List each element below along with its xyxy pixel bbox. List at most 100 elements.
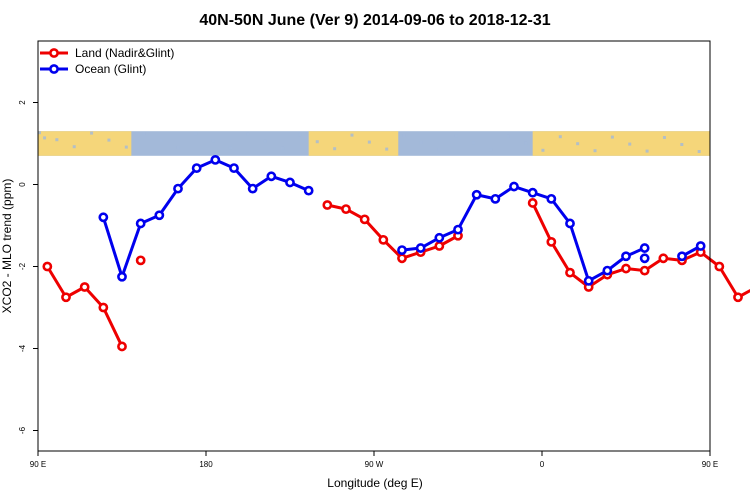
data-point-ocean-glint (154, 210, 165, 221)
chart-title: 40N-50N June (Ver 9) 2014-09-06 to 2018-… (199, 12, 550, 29)
data-point-land-nadir-glint (341, 204, 351, 214)
data-point-land-nadir-glint (117, 341, 127, 352)
series-line-ocean-glint (101, 158, 310, 279)
map-detail (246, 132, 250, 136)
data-point-ocean-glint (117, 271, 127, 282)
map-detail (176, 146, 180, 149)
data-point-land-nadir-glint (322, 200, 333, 210)
data-point-ocean-glint (695, 241, 706, 251)
map-detail (385, 147, 389, 151)
data-point-ocean-glint (490, 193, 501, 204)
map-detail (194, 132, 198, 136)
data-point-ocean-glint (285, 177, 295, 188)
map-detail (454, 134, 458, 138)
map-detail (506, 134, 510, 138)
y-tick-label: 2 (18, 100, 27, 105)
map-detail (697, 150, 701, 153)
world-map-strip (38, 131, 710, 156)
data-point-land-nadir-glint (621, 263, 631, 274)
data-point-land-nadir-glint (527, 198, 538, 208)
x-tick-label: 0 (540, 460, 545, 469)
map-detail (263, 139, 267, 143)
map-detail (628, 142, 632, 146)
legend-label-land-nadir-glint: Land (Nadir&Glint) (75, 46, 174, 60)
data-point-land-nadir-glint (359, 214, 370, 225)
map-detail (159, 139, 163, 142)
data-point-ocean-glint (173, 183, 183, 194)
data-point-ocean-glint (583, 275, 594, 286)
map-detail (281, 146, 285, 150)
map-detail (576, 142, 580, 146)
map-detail (402, 134, 406, 137)
y-tick-label: 0 (18, 182, 27, 187)
map-detail (472, 141, 475, 145)
data-point-ocean-glint (602, 265, 613, 276)
data-point-ocean-glint (98, 212, 109, 223)
data-point-land-nadir-glint (135, 255, 146, 266)
data-point-land-nadir-glint (639, 265, 650, 276)
data-point-ocean-glint (527, 187, 538, 198)
map-detail (489, 148, 493, 152)
data-point-ocean-glint (266, 171, 277, 182)
map-detail (680, 143, 684, 146)
map-detail (333, 147, 337, 151)
data-point-land-nadir-glint (733, 292, 743, 303)
data-point-ocean-glint (303, 185, 314, 196)
x-tick-label: 180 (199, 460, 213, 469)
map-detail (124, 145, 128, 149)
data-point-ocean-glint (677, 251, 687, 262)
map-detail (315, 140, 319, 144)
map-detail (350, 133, 354, 137)
data-point-ocean-glint (509, 181, 519, 192)
map-detail (558, 135, 562, 139)
map-detail (662, 136, 666, 139)
data-point-ocean-glint (621, 251, 631, 262)
map-detail (228, 146, 232, 150)
map-detail (541, 148, 545, 152)
series-line-land-nadir-glint (531, 202, 750, 299)
y-axis-label: XCO2 - MLO trend (ppm) (0, 179, 14, 314)
data-point-land-nadir-glint (714, 261, 725, 272)
x-tick-label: 90 E (30, 460, 46, 469)
data-point-ocean-glint (471, 189, 482, 200)
data-point-land-nadir-glint (79, 282, 90, 292)
x-axis-label: Longitude (deg E) (327, 476, 422, 490)
data-point-land-nadir-glint (397, 253, 407, 264)
data-point-ocean-glint (415, 243, 426, 253)
data-point-ocean-glint (639, 243, 650, 253)
series-line-land-nadir-glint (46, 265, 124, 348)
map-land (532, 131, 710, 156)
map-detail (107, 138, 111, 142)
map-detail (38, 131, 41, 135)
map-detail (367, 140, 371, 144)
x-axis: 90 E 180 90 W 0 90 E (30, 451, 718, 469)
data-point-land-nadir-glint (378, 234, 389, 245)
map-detail (645, 149, 649, 153)
map-land (38, 131, 132, 156)
y-tick-label: -6 (18, 426, 27, 434)
map-detail (55, 138, 59, 142)
data-point-ocean-glint (453, 224, 463, 235)
map-detail (419, 141, 423, 144)
map-detail (610, 135, 614, 139)
data-point-ocean-glint (546, 193, 557, 204)
map-detail (90, 131, 94, 135)
map-detail (72, 145, 76, 149)
legend-marker-ocean-glint (49, 64, 59, 74)
map-detail (437, 148, 441, 151)
data-point-ocean-glint (639, 253, 650, 264)
x-tick-label: 90 E (702, 460, 718, 469)
data-point-land-nadir-glint (98, 302, 109, 313)
data-point-land-nadir-glint (42, 261, 53, 272)
y-tick-label: -2 (18, 262, 27, 270)
y-tick-label: -4 (18, 344, 27, 352)
data-point-ocean-glint (210, 154, 221, 165)
data-point-ocean-glint (434, 232, 445, 243)
y-axis: 2 0 -2 -4 -6 (18, 100, 38, 434)
map-detail (211, 139, 215, 143)
data-point-ocean-glint (191, 163, 202, 173)
data-point-ocean-glint (247, 183, 258, 194)
legend: Land (Nadir&Glint) Ocean (Glint) (40, 46, 174, 76)
legend-label-ocean-glint: Ocean (Glint) (75, 62, 146, 76)
